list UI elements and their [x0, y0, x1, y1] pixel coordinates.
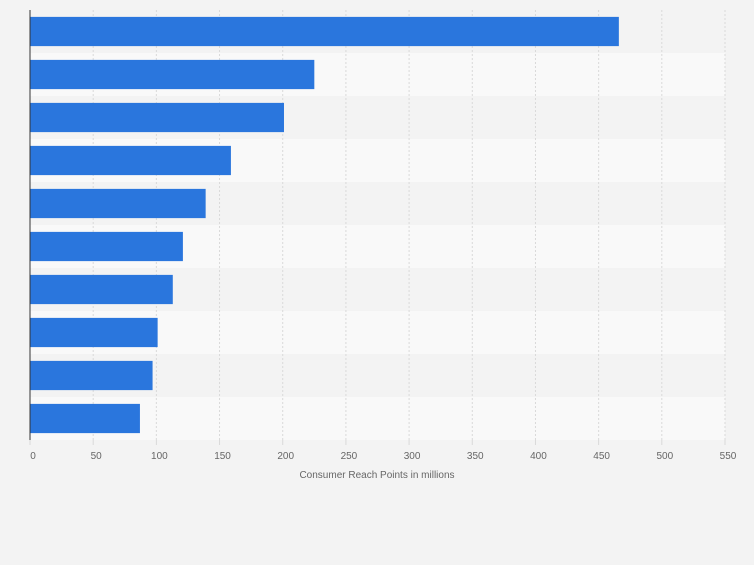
x-tick-label: 300 — [404, 451, 421, 462]
bar — [30, 231, 183, 262]
bar — [30, 145, 231, 176]
x-tick-label: 150 — [214, 451, 231, 462]
x-axis-title: Consumer Reach Points in millions — [299, 470, 454, 481]
x-axis: 0 50 100 150 200 250 300 350 400 450 500 550 — [29, 10, 737, 462]
x-tick-label: 100 — [151, 451, 168, 462]
row-band — [30, 397, 725, 440]
bar — [30, 274, 173, 305]
x-tick-label: 250 — [341, 451, 358, 462]
bar — [30, 59, 315, 90]
x-tick-label: 500 — [656, 451, 673, 462]
x-tick-label: 450 — [593, 451, 610, 462]
x-tick-label: 550 — [720, 451, 737, 462]
x-tick-label: 350 — [467, 451, 484, 462]
bar — [30, 403, 140, 434]
bar — [30, 102, 284, 133]
bar — [30, 317, 158, 348]
x-tick-label: 0 — [30, 451, 36, 462]
bar — [30, 188, 206, 219]
bar — [30, 360, 153, 391]
x-tick-label: 400 — [530, 451, 547, 462]
bars — [30, 16, 619, 434]
x-tick-label: 200 — [277, 451, 294, 462]
bar — [30, 16, 619, 47]
x-tick-label: 50 — [91, 451, 103, 462]
